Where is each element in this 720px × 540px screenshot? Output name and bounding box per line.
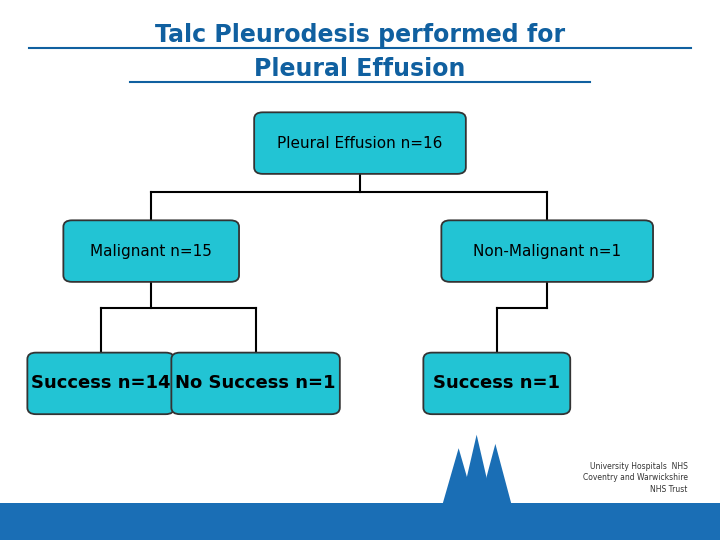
Text: Success n=14: Success n=14 bbox=[31, 374, 171, 393]
Text: Pleural Effusion: Pleural Effusion bbox=[254, 57, 466, 81]
FancyBboxPatch shape bbox=[0, 503, 720, 540]
Polygon shape bbox=[461, 435, 492, 503]
Polygon shape bbox=[480, 444, 511, 503]
FancyBboxPatch shape bbox=[441, 220, 653, 282]
FancyBboxPatch shape bbox=[254, 112, 466, 174]
FancyBboxPatch shape bbox=[27, 353, 174, 414]
FancyBboxPatch shape bbox=[63, 220, 239, 282]
Polygon shape bbox=[443, 448, 474, 503]
Text: Malignant n=15: Malignant n=15 bbox=[90, 244, 212, 259]
FancyBboxPatch shape bbox=[171, 353, 340, 414]
Text: Talc Pleurodesis performed for: Talc Pleurodesis performed for bbox=[155, 23, 565, 47]
Text: Success n=1: Success n=1 bbox=[433, 374, 560, 393]
Text: University Hospitals  NHS
Coventry and Warwickshire
NHS Trust: University Hospitals NHS Coventry and Wa… bbox=[582, 462, 688, 494]
Text: No Success n=1: No Success n=1 bbox=[176, 374, 336, 393]
FancyBboxPatch shape bbox=[423, 353, 570, 414]
Text: Pleural Effusion n=16: Pleural Effusion n=16 bbox=[277, 136, 443, 151]
Text: Non-Malignant n=1: Non-Malignant n=1 bbox=[473, 244, 621, 259]
